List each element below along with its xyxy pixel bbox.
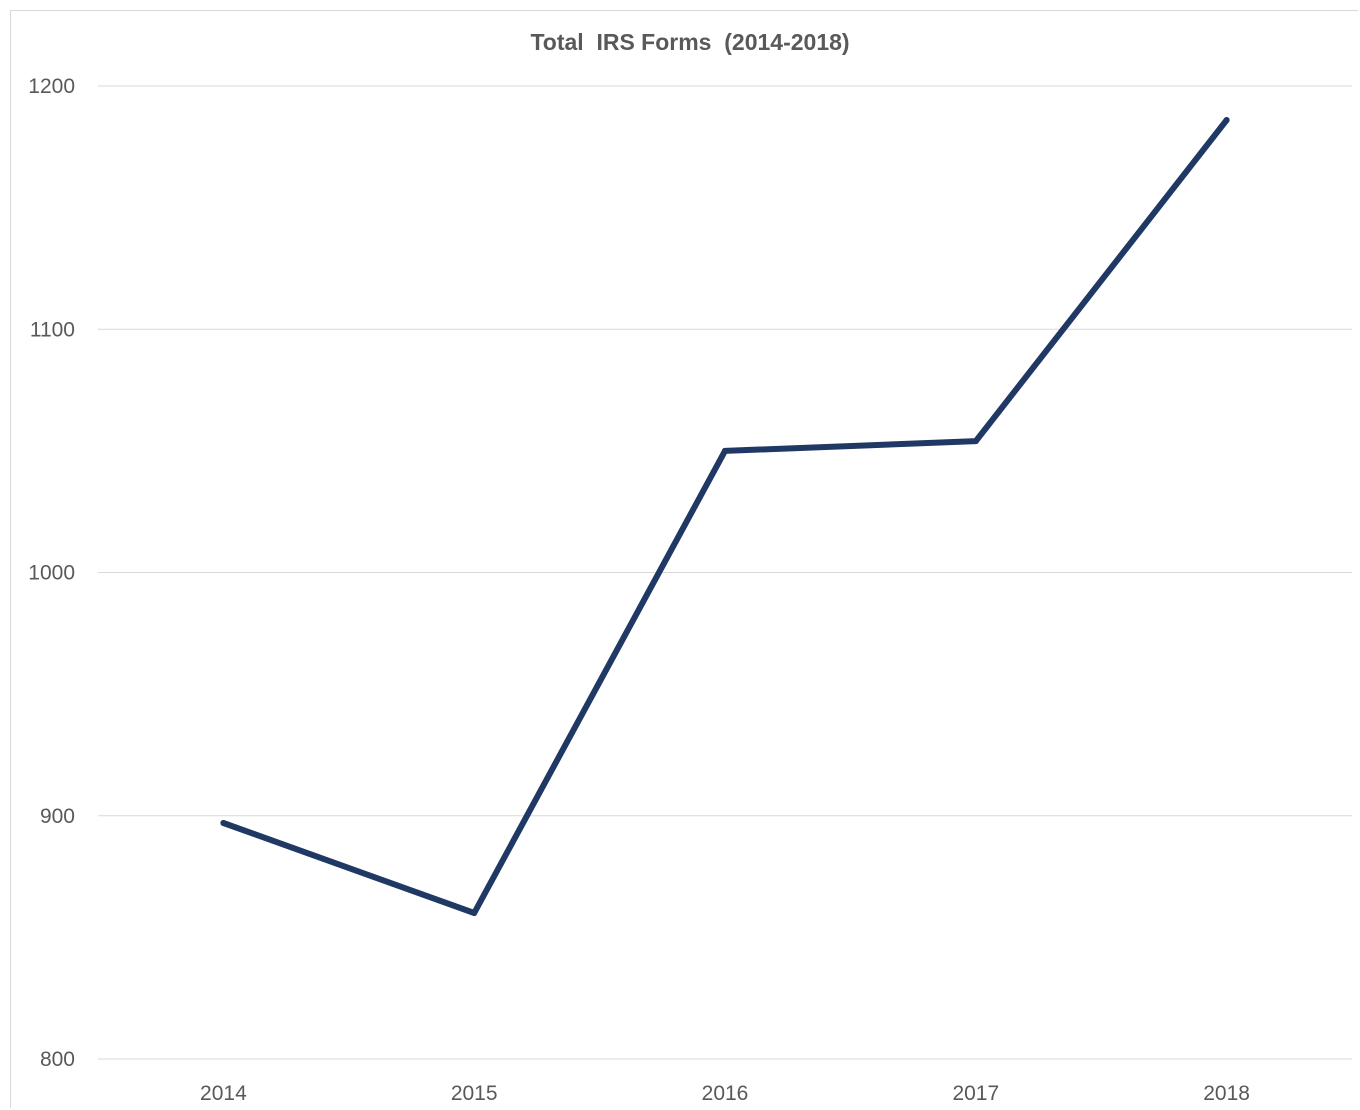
y-tick-label: 800 (40, 1048, 75, 1071)
data-point (972, 438, 979, 445)
y-tick-label: 1000 (28, 562, 75, 585)
x-tick-label: 2016 (702, 1082, 749, 1105)
data-point (220, 820, 227, 827)
series-layer (220, 117, 1230, 917)
gridlines (98, 85, 1352, 1060)
x-axis-tick-labels: 2014 2015 2016 2017 2018 (200, 1082, 1250, 1105)
chart-title: Total IRS Forms (2014-2018) (530, 29, 849, 55)
data-point (722, 447, 728, 454)
y-tick-label: 900 (40, 805, 75, 828)
y-tick-label: 1200 (28, 75, 75, 98)
x-tick-label: 2017 (952, 1082, 999, 1105)
y-axis-tick-labels: 800 900 1000 1100 1200 (28, 75, 75, 1071)
x-tick-label: 2015 (451, 1082, 498, 1105)
x-tick-label: 2014 (200, 1082, 247, 1105)
x-tick-label: 2018 (1203, 1082, 1250, 1105)
y-tick-label: 1100 (30, 318, 75, 341)
chart-frame (10, 10, 1358, 1108)
series-line (220, 117, 1230, 916)
data-point (1223, 117, 1230, 124)
data-point (471, 910, 478, 917)
